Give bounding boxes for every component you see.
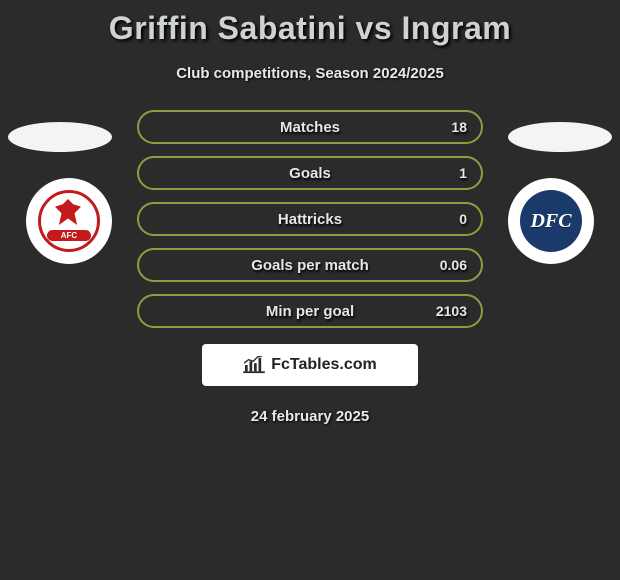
page-title: Griffin Sabatini vs Ingram (0, 0, 620, 47)
club-badge-right: DFC (508, 178, 594, 264)
stat-row: Matches 18 (137, 110, 483, 144)
stat-value-right: 0 (459, 211, 467, 227)
stat-label: Min per goal (266, 303, 354, 320)
bar-chart-icon (243, 356, 265, 374)
stat-value-right: 18 (451, 119, 467, 135)
club-crest-left-icon (38, 190, 100, 252)
stat-row: Goals 1 (137, 156, 483, 190)
date-label: 24 february 2025 (0, 408, 620, 425)
stat-value-right: 0.06 (440, 257, 467, 273)
stat-value-right: 1 (459, 165, 467, 181)
club-crest-right-icon: DFC (520, 190, 582, 252)
stat-label: Hattricks (278, 211, 342, 228)
attribution-text: FcTables.com (271, 356, 377, 374)
player-photo-right (508, 122, 612, 152)
club-badge-left (26, 178, 112, 264)
stat-row: Goals per match 0.06 (137, 248, 483, 282)
stat-value-right: 2103 (436, 303, 467, 319)
club-crest-right-monogram: DFC (530, 210, 571, 233)
player-photo-left (8, 122, 112, 152)
subtitle: Club competitions, Season 2024/2025 (0, 65, 620, 82)
stat-row: Min per goal 2103 (137, 294, 483, 328)
stat-label: Matches (280, 119, 340, 136)
stat-row: Hattricks 0 (137, 202, 483, 236)
stat-label: Goals (289, 165, 331, 182)
stat-label: Goals per match (251, 257, 369, 274)
attribution-box: FcTables.com (202, 344, 418, 386)
